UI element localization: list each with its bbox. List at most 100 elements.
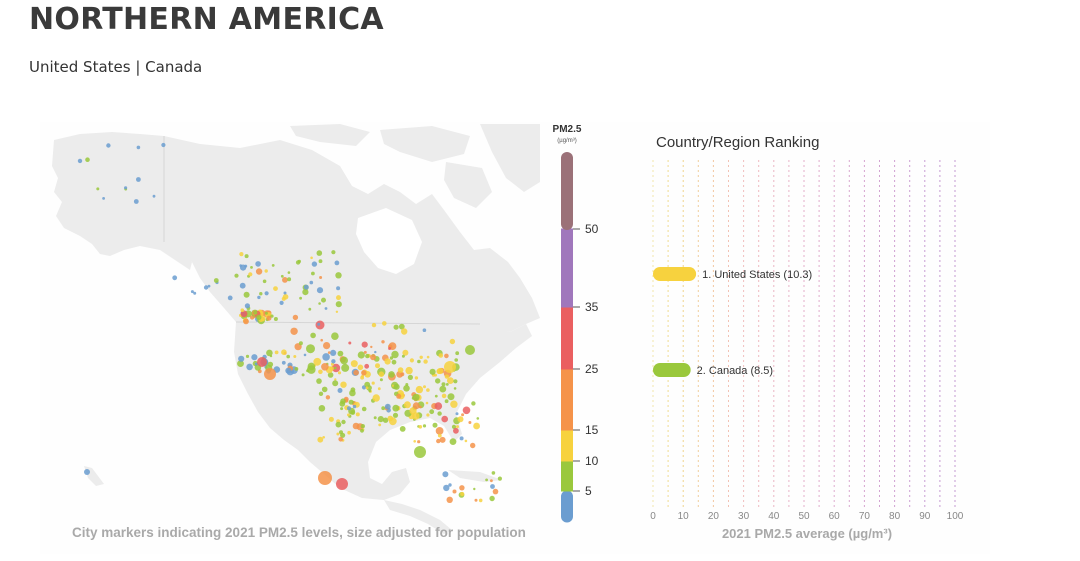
city-marker (321, 297, 326, 303)
city-marker (316, 378, 322, 384)
arctic-island (290, 124, 370, 146)
city-marker (317, 322, 321, 326)
page-title: NORTHERN AMERICA (29, 2, 384, 37)
legend-band (561, 152, 573, 230)
city-marker (381, 406, 386, 411)
city-marker (281, 349, 287, 355)
greenland-edge (480, 124, 540, 192)
city-markers (77, 142, 502, 503)
cuba (448, 470, 502, 482)
city-marker (439, 436, 446, 443)
city-marker (303, 353, 307, 357)
city-marker (393, 383, 400, 390)
city-marker (322, 353, 330, 361)
city-marker (264, 368, 276, 380)
city-marker (331, 359, 336, 364)
city-marker (266, 349, 273, 357)
x-tick-label: 70 (859, 511, 871, 522)
city-marker (426, 413, 430, 417)
city-marker (307, 362, 316, 371)
hudson-bay (356, 208, 422, 274)
city-marker (301, 373, 305, 377)
central-america (384, 500, 452, 534)
city-marker (327, 351, 331, 354)
city-marker (213, 278, 219, 283)
city-marker (422, 424, 427, 428)
city-marker (283, 291, 287, 295)
city-marker (337, 371, 342, 375)
city-marker (360, 424, 365, 429)
city-marker (337, 350, 344, 357)
city-marker (336, 478, 348, 490)
city-marker (459, 436, 464, 441)
city-marker (332, 380, 339, 387)
city-marker (473, 422, 480, 430)
city-marker (331, 250, 336, 255)
city-marker (203, 285, 209, 290)
city-marker (432, 422, 438, 428)
city-marker (287, 277, 292, 282)
city-marker (207, 284, 211, 288)
city-marker (246, 363, 253, 371)
city-marker (264, 269, 268, 273)
north-america-map: City markers indicating 2021 PM2.5 level… (52, 124, 540, 540)
city-marker (461, 413, 465, 417)
city-marker (397, 367, 404, 373)
city-marker (476, 417, 480, 420)
city-marker (439, 385, 447, 393)
city-marker (285, 367, 292, 374)
city-marker (468, 421, 472, 424)
city-marker (353, 369, 359, 376)
city-marker (355, 412, 360, 417)
legend-ticks: 50 35 25 15 10 5 (573, 222, 599, 498)
legend-band (561, 490, 573, 523)
city-marker (257, 357, 267, 367)
city-marker (453, 387, 457, 390)
city-marker (274, 350, 279, 355)
city-marker (286, 354, 290, 359)
city-marker (403, 401, 411, 409)
city-marker (391, 350, 399, 359)
city-marker (321, 363, 329, 371)
city-marker (336, 295, 341, 301)
city-marker (294, 367, 299, 371)
city-marker (250, 266, 253, 269)
city-marker (323, 342, 331, 350)
city-marker (264, 291, 269, 296)
chart-gridlines (652, 160, 956, 507)
city-marker (333, 366, 337, 370)
chart-x-ticks: 0 10 20 30 40 50 60 70 80 90 100 (650, 511, 964, 522)
pm25-legend: PM2.5 (µg/m³) 50 35 25 15 10 5 (553, 124, 599, 523)
legend-tick-label: 50 (585, 222, 599, 236)
city-marker (311, 261, 318, 267)
city-marker (363, 350, 367, 354)
city-marker (426, 355, 430, 359)
city-marker (325, 395, 331, 400)
city-marker (266, 315, 272, 321)
city-marker (449, 438, 457, 445)
city-marker (280, 274, 284, 278)
city-marker (336, 432, 340, 436)
x-tick-label: 80 (889, 511, 901, 522)
city-marker (295, 260, 301, 265)
city-marker (449, 338, 456, 345)
city-marker (306, 369, 310, 373)
x-tick-label: 30 (738, 511, 750, 522)
city-marker (299, 296, 302, 300)
city-marker (352, 422, 360, 430)
legend-band (561, 368, 573, 431)
city-marker (441, 415, 449, 423)
us-canada-border (235, 321, 481, 325)
city-marker (316, 287, 324, 294)
ranking-chart: Country/Region Ranking 1. United States … (650, 134, 964, 541)
city-marker (365, 386, 369, 390)
city-marker (347, 413, 350, 417)
city-marker (474, 498, 478, 502)
city-marker (324, 307, 328, 310)
city-marker (453, 427, 459, 434)
x-tick-label: 60 (829, 511, 841, 522)
city-marker (255, 261, 261, 267)
page-subtitle: United States | Canada (29, 58, 203, 76)
city-marker (412, 402, 420, 410)
city-marker (306, 344, 315, 354)
